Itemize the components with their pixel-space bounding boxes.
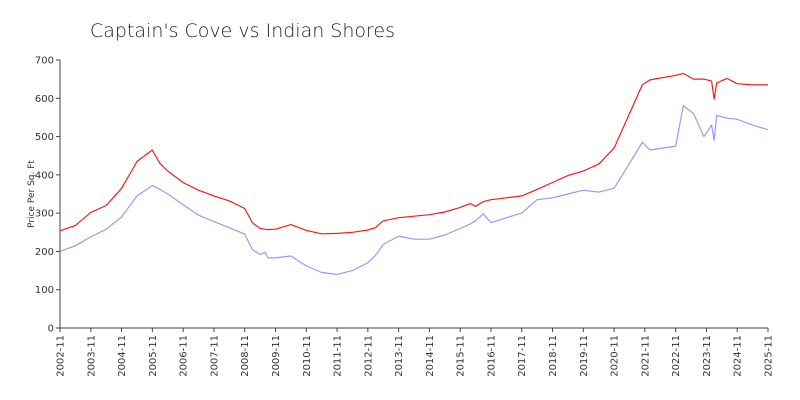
- y-tick-label: 600: [35, 94, 54, 105]
- y-tick-label: 0: [48, 324, 54, 335]
- y-tick-label: 300: [35, 209, 54, 220]
- x-tick-label: 2004-11: [117, 335, 128, 377]
- chart-title: Captain's Cove vs Indian Shores: [90, 20, 395, 42]
- x-tick-label: 2021-11: [640, 335, 651, 377]
- x-tick-label: 2010-11: [302, 335, 313, 377]
- x-tick-label: 2003-11: [86, 335, 97, 377]
- x-tick-label: 2019-11: [579, 335, 590, 377]
- x-tick-label: 2008-11: [240, 335, 251, 377]
- line-series: [59, 105, 769, 275]
- x-tick-label: 2015-11: [456, 335, 467, 377]
- line-series: [59, 72, 768, 235]
- x-tick-label: 2011-11: [333, 335, 344, 377]
- x-tick-label: 2006-11: [179, 335, 190, 377]
- x-tick-label: 2016-11: [486, 335, 497, 377]
- y-tick-label: 700: [35, 56, 54, 67]
- x-tick-label: 2024-11: [733, 335, 744, 377]
- y-tick-label: 200: [35, 247, 54, 258]
- x-tick-label: 2025-11: [764, 335, 775, 377]
- y-axis-label: Price Per Sq. Ft: [27, 160, 37, 228]
- x-tick-label: 2020-11: [610, 335, 621, 377]
- x-tick-label: 2018-11: [548, 335, 559, 377]
- x-tick-label: 2009-11: [271, 335, 282, 377]
- x-tick-label: 2005-11: [148, 335, 159, 377]
- y-tick-label: 500: [35, 132, 54, 143]
- y-tick-label: 100: [35, 285, 54, 296]
- x-tick-label: 2012-11: [363, 335, 374, 377]
- x-tick-label: 2002-11: [56, 335, 67, 377]
- y-tick-label: 400: [35, 170, 54, 181]
- x-tick-label: 2017-11: [517, 335, 528, 377]
- x-tick-label: 2022-11: [671, 335, 682, 377]
- x-tick-label: 2023-11: [702, 335, 713, 377]
- x-tick-label: 2014-11: [425, 335, 436, 377]
- x-tick-label: 2007-11: [209, 335, 220, 377]
- x-tick-label: 2013-11: [394, 335, 405, 377]
